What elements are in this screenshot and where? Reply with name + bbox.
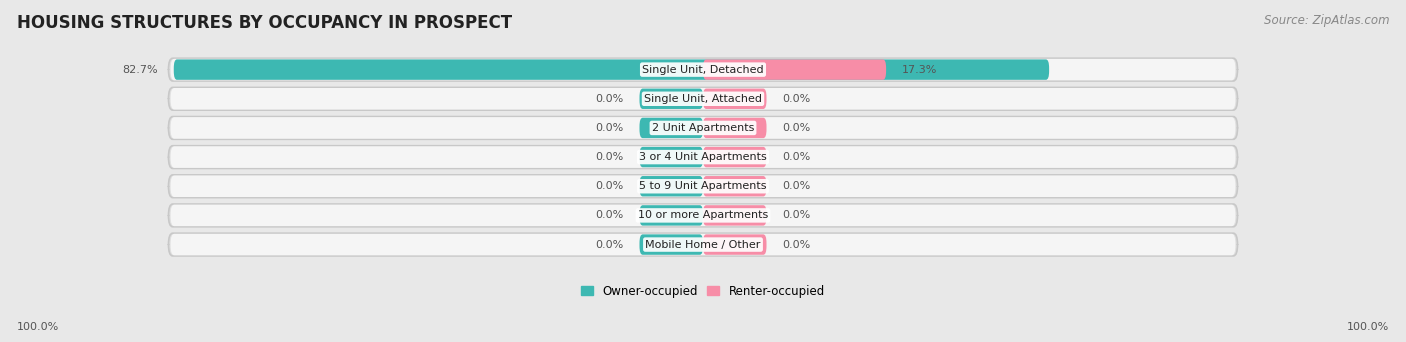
Text: Single Unit, Detached: Single Unit, Detached — [643, 65, 763, 75]
Text: 100.0%: 100.0% — [17, 322, 59, 332]
FancyBboxPatch shape — [170, 234, 1236, 255]
Text: 0.0%: 0.0% — [595, 239, 624, 250]
FancyBboxPatch shape — [170, 88, 1236, 109]
FancyBboxPatch shape — [703, 176, 766, 196]
FancyBboxPatch shape — [640, 147, 703, 167]
FancyBboxPatch shape — [169, 117, 1237, 139]
FancyBboxPatch shape — [640, 205, 703, 226]
FancyBboxPatch shape — [174, 60, 1049, 80]
Text: 0.0%: 0.0% — [595, 210, 624, 220]
FancyBboxPatch shape — [703, 234, 766, 255]
FancyBboxPatch shape — [170, 205, 1236, 226]
FancyBboxPatch shape — [640, 89, 703, 109]
Text: 100.0%: 100.0% — [1347, 322, 1389, 332]
Text: 0.0%: 0.0% — [595, 94, 624, 104]
Text: 2 Unit Apartments: 2 Unit Apartments — [652, 123, 754, 133]
FancyBboxPatch shape — [170, 146, 1236, 168]
FancyBboxPatch shape — [170, 175, 1236, 197]
FancyBboxPatch shape — [169, 233, 1237, 256]
FancyBboxPatch shape — [703, 118, 766, 138]
Text: Mobile Home / Other: Mobile Home / Other — [645, 239, 761, 250]
Text: 17.3%: 17.3% — [903, 65, 938, 75]
FancyBboxPatch shape — [640, 176, 703, 196]
Legend: Owner-occupied, Renter-occupied: Owner-occupied, Renter-occupied — [581, 285, 825, 298]
FancyBboxPatch shape — [703, 60, 886, 80]
Text: 82.7%: 82.7% — [122, 65, 157, 75]
Text: 0.0%: 0.0% — [782, 94, 811, 104]
FancyBboxPatch shape — [169, 58, 1237, 81]
FancyBboxPatch shape — [169, 175, 1237, 198]
FancyBboxPatch shape — [703, 89, 766, 109]
Text: 0.0%: 0.0% — [782, 210, 811, 220]
Text: 3 or 4 Unit Apartments: 3 or 4 Unit Apartments — [640, 152, 766, 162]
FancyBboxPatch shape — [640, 118, 703, 138]
Text: 5 to 9 Unit Apartments: 5 to 9 Unit Apartments — [640, 181, 766, 191]
FancyBboxPatch shape — [169, 146, 1237, 169]
Text: Source: ZipAtlas.com: Source: ZipAtlas.com — [1264, 14, 1389, 27]
FancyBboxPatch shape — [170, 59, 1236, 80]
Text: 10 or more Apartments: 10 or more Apartments — [638, 210, 768, 220]
Text: 0.0%: 0.0% — [782, 152, 811, 162]
FancyBboxPatch shape — [170, 117, 1236, 139]
FancyBboxPatch shape — [169, 204, 1237, 227]
Text: 0.0%: 0.0% — [595, 181, 624, 191]
Text: 0.0%: 0.0% — [595, 152, 624, 162]
Text: Single Unit, Attached: Single Unit, Attached — [644, 94, 762, 104]
Text: 0.0%: 0.0% — [782, 239, 811, 250]
Text: 0.0%: 0.0% — [595, 123, 624, 133]
FancyBboxPatch shape — [703, 205, 766, 226]
FancyBboxPatch shape — [703, 147, 766, 167]
Text: 0.0%: 0.0% — [782, 181, 811, 191]
FancyBboxPatch shape — [169, 88, 1237, 110]
Text: HOUSING STRUCTURES BY OCCUPANCY IN PROSPECT: HOUSING STRUCTURES BY OCCUPANCY IN PROSP… — [17, 14, 512, 32]
FancyBboxPatch shape — [640, 234, 703, 255]
Text: 0.0%: 0.0% — [782, 123, 811, 133]
